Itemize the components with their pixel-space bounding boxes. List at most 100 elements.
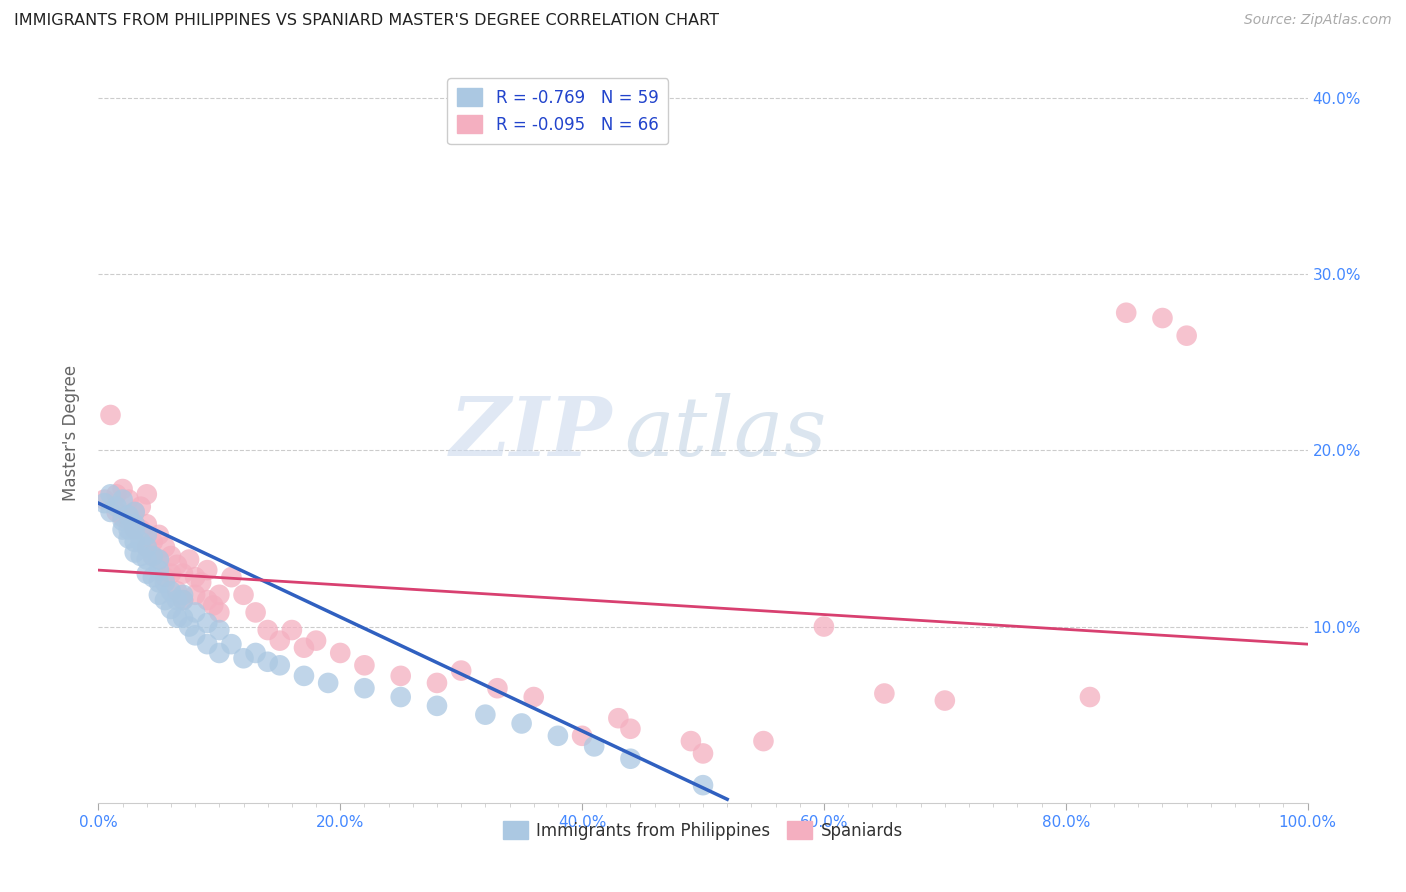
Point bbox=[208, 588, 231, 602]
Point bbox=[523, 690, 546, 704]
Point bbox=[135, 552, 157, 566]
Point bbox=[166, 593, 188, 607]
Point bbox=[245, 606, 267, 620]
Point bbox=[232, 651, 254, 665]
Point bbox=[208, 623, 231, 637]
Point bbox=[148, 528, 170, 542]
Point bbox=[184, 628, 207, 642]
Point bbox=[571, 729, 593, 743]
Point bbox=[1115, 306, 1137, 320]
Point bbox=[353, 681, 375, 696]
Point bbox=[124, 505, 146, 519]
Point bbox=[124, 517, 146, 532]
Point bbox=[232, 588, 254, 602]
Point bbox=[269, 658, 291, 673]
Point bbox=[160, 549, 183, 563]
Point bbox=[100, 408, 122, 422]
Point bbox=[208, 606, 231, 620]
Point bbox=[111, 482, 134, 496]
Point bbox=[118, 492, 141, 507]
Point bbox=[474, 707, 496, 722]
Point bbox=[135, 540, 157, 554]
Point bbox=[195, 563, 218, 577]
Point bbox=[269, 633, 291, 648]
Point bbox=[547, 729, 569, 743]
Point bbox=[124, 523, 146, 537]
Point bbox=[111, 523, 134, 537]
Point bbox=[195, 637, 218, 651]
Point bbox=[111, 492, 134, 507]
Point bbox=[184, 588, 207, 602]
Point bbox=[153, 575, 176, 590]
Point bbox=[153, 540, 176, 554]
Point bbox=[179, 619, 201, 633]
Point bbox=[153, 570, 176, 584]
Point bbox=[124, 523, 146, 537]
Point bbox=[148, 552, 170, 566]
Point bbox=[172, 593, 194, 607]
Point bbox=[316, 676, 339, 690]
Point bbox=[129, 500, 152, 514]
Point bbox=[105, 500, 128, 514]
Point bbox=[135, 540, 157, 554]
Point bbox=[486, 681, 509, 696]
Point bbox=[221, 570, 243, 584]
Point bbox=[934, 693, 956, 707]
Point bbox=[118, 523, 141, 537]
Point bbox=[353, 658, 375, 673]
Point bbox=[1078, 690, 1101, 704]
Point bbox=[245, 646, 267, 660]
Point bbox=[160, 602, 183, 616]
Point bbox=[148, 563, 170, 577]
Point bbox=[184, 606, 207, 620]
Point bbox=[179, 552, 201, 566]
Point bbox=[142, 549, 165, 563]
Point bbox=[510, 716, 533, 731]
Text: Source: ZipAtlas.com: Source: ZipAtlas.com bbox=[1244, 13, 1392, 28]
Point bbox=[118, 514, 141, 528]
Point bbox=[292, 669, 315, 683]
Point bbox=[166, 584, 188, 599]
Point bbox=[93, 496, 115, 510]
Legend: Immigrants from Philippines, Spaniards: Immigrants from Philippines, Spaniards bbox=[496, 814, 910, 847]
Point bbox=[292, 640, 315, 655]
Point bbox=[1152, 311, 1174, 326]
Point bbox=[329, 646, 352, 660]
Point bbox=[426, 676, 449, 690]
Point bbox=[619, 722, 641, 736]
Point bbox=[172, 610, 194, 624]
Text: IMMIGRANTS FROM PHILIPPINES VS SPANIARD MASTER'S DEGREE CORRELATION CHART: IMMIGRANTS FROM PHILIPPINES VS SPANIARD … bbox=[14, 13, 718, 29]
Point bbox=[813, 619, 835, 633]
Point bbox=[111, 514, 134, 528]
Point bbox=[202, 599, 225, 613]
Y-axis label: Master's Degree: Master's Degree bbox=[62, 365, 80, 500]
Point bbox=[124, 545, 146, 559]
Point bbox=[752, 734, 775, 748]
Point bbox=[172, 588, 194, 602]
Point bbox=[105, 487, 128, 501]
Point bbox=[118, 532, 141, 546]
Point bbox=[692, 747, 714, 761]
Point bbox=[111, 510, 134, 524]
Point bbox=[172, 566, 194, 581]
Point bbox=[135, 487, 157, 501]
Point bbox=[142, 549, 165, 563]
Point bbox=[389, 690, 412, 704]
Point bbox=[1175, 328, 1198, 343]
Point bbox=[100, 505, 122, 519]
Point bbox=[166, 610, 188, 624]
Point bbox=[135, 528, 157, 542]
Point bbox=[135, 517, 157, 532]
Text: atlas: atlas bbox=[624, 392, 827, 473]
Point bbox=[450, 664, 472, 678]
Point bbox=[305, 633, 328, 648]
Point bbox=[124, 505, 146, 519]
Point bbox=[93, 492, 115, 507]
Text: ZIP: ZIP bbox=[450, 392, 613, 473]
Point bbox=[148, 552, 170, 566]
Point bbox=[129, 523, 152, 537]
Point bbox=[389, 669, 412, 683]
Point bbox=[208, 646, 231, 660]
Point bbox=[129, 535, 152, 549]
Point bbox=[256, 623, 278, 637]
